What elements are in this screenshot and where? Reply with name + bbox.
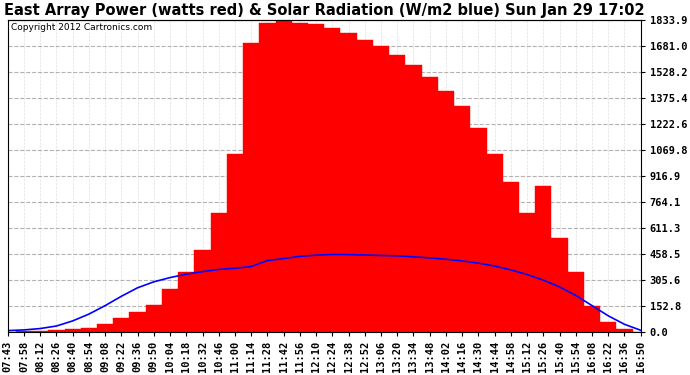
Title: East Array Power (watts red) & Solar Radiation (W/m2 blue) Sun Jan 29 17:02: East Array Power (watts red) & Solar Rad… <box>4 3 644 18</box>
Text: Copyright 2012 Cartronics.com: Copyright 2012 Cartronics.com <box>11 24 152 33</box>
